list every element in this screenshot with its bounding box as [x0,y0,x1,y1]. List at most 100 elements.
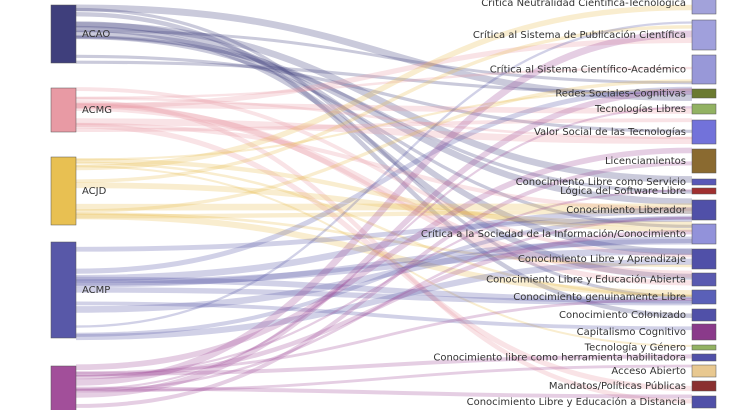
target-label: Crítica al Sistema de Publicación Cientí… [473,29,686,41]
flow [75,88,693,161]
flow [75,213,693,297]
target-label: Licenciamientos [605,156,686,167]
flow [75,301,693,331]
source-node [50,4,77,64]
target-node [691,178,717,186]
source-node [50,87,77,133]
flow [75,31,693,205]
target-label: Redes Sociales-Cognitivas [555,89,686,100]
flow [75,60,693,95]
flow [75,118,693,132]
flow [75,21,693,183]
flow [75,158,693,232]
target-node [691,353,717,362]
target-label: Lógica del Software Libre [560,185,686,197]
flow [75,97,693,140]
source-label: ACMP [82,285,110,296]
flow [75,215,693,337]
target-label: Valor Social de las Tecnologías [534,126,686,138]
flow [75,86,693,274]
source-label: ACJD [82,186,107,197]
flow [75,209,693,219]
target-node [691,199,717,221]
flow [75,103,693,278]
flow [75,87,693,258]
flow [75,147,693,371]
flow [75,4,693,101]
target-label: Conocimiento Libre como Servicio [516,177,686,188]
target-label: Tecnologías Libres [594,103,686,115]
flow [75,189,693,377]
target-node [691,272,717,287]
flow [75,123,693,392]
flow [75,258,693,341]
flow [75,29,693,85]
target-label: Conocimiento libre como herramienta habi… [433,353,686,364]
flow [75,4,693,171]
flow [75,364,693,393]
flow [75,354,693,376]
target-label: Conocimiento Liberador [566,205,687,216]
flow [75,386,693,399]
source-label: ACAO [82,29,110,40]
flow [75,25,693,280]
target-node [691,103,717,115]
target-label: Tecnología y Género [584,342,686,354]
links [75,4,693,408]
flow [75,161,693,297]
target-node [691,119,717,145]
source-label: ACMG [82,105,112,116]
flow [75,54,693,133]
target-node [691,248,717,270]
target-node [691,323,717,341]
flow [75,35,693,228]
target-node [691,395,717,409]
target-node [691,344,717,351]
flow [75,248,693,286]
flow [75,66,693,100]
flow [75,100,693,404]
flow [75,229,693,380]
flow [75,79,693,213]
target-node [691,0,717,15]
flow [75,212,693,268]
flow [75,287,693,306]
flow [75,21,693,256]
target-label: Mandatos/Políticas Públicas [549,380,686,392]
target-label: Conocimiento genuinamente Libre [513,292,686,303]
flow [75,217,693,252]
flow [75,21,693,328]
target-label: Crítica a la Sociedad de la Información/… [421,228,686,240]
source-node [50,365,77,410]
target-node [691,187,717,195]
flow [75,182,693,228]
source-node [50,241,77,339]
target-label: Crítica Neutralidad Científica-Tecnológi… [481,0,686,9]
flow [75,11,693,318]
flow [75,276,693,304]
flow [75,25,693,183]
flow [75,298,693,375]
target-label: Conocimiento Colonizado [559,310,686,321]
source-node [50,156,77,226]
flow [75,122,693,212]
flow [75,165,693,347]
target-label: Conocimiento Libre y Educación Abierta [486,274,686,286]
flow [75,102,693,114]
target-node [691,54,717,85]
target-node [691,364,717,378]
flow [75,236,693,313]
flow [75,207,693,282]
flow [75,37,693,109]
target-label: Conocimiento Libre y Educación a Distanc… [467,396,686,408]
target-node [691,289,717,305]
flow [75,88,693,398]
target-node [691,148,717,174]
flow [75,118,693,145]
target-label: Conocimiento Libre y Aprendizaje [518,254,686,265]
flow [75,106,693,391]
target-label: Capitalismo Cognitivo [577,327,686,338]
target-node [691,19,717,51]
target-node [691,223,717,245]
